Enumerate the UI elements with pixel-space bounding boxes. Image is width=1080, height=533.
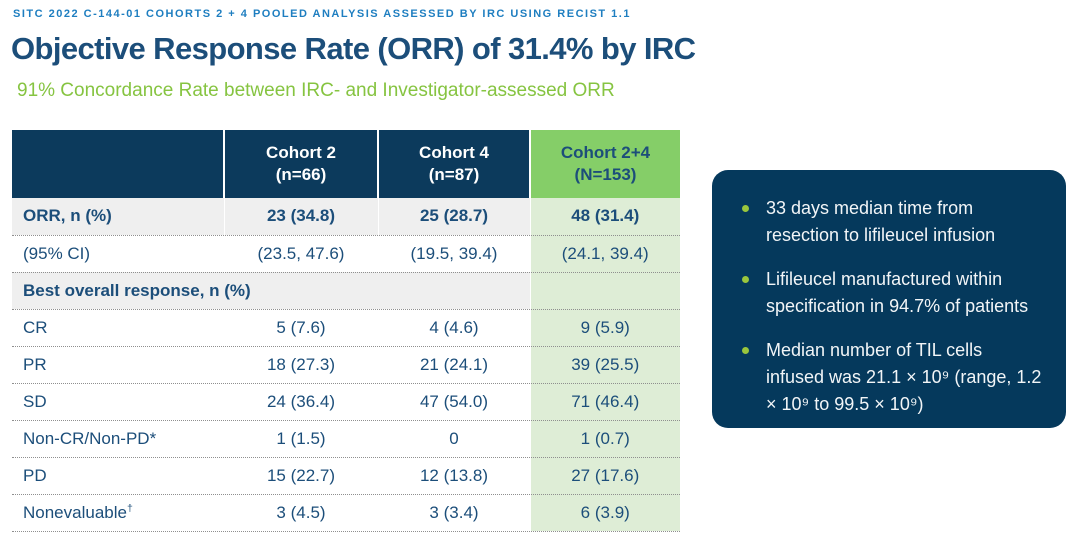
column-header-2: Cohort 4 (n=87) — [377, 130, 530, 198]
page-title: Objective Response Rate (ORR) of 31.4% b… — [11, 31, 696, 66]
value-cell: 5 (7.6) — [223, 309, 378, 347]
value-cell: 0 — [377, 420, 530, 458]
table-row: ORR, n (%) 23 (34.8) 25 (28.7) 48 (31.4) — [12, 198, 680, 236]
table-row: PD 15 (22.7) 12 (13.8) 27 (17.6) — [12, 457, 680, 495]
value-cell-pooled: 48 (31.4) — [529, 198, 680, 236]
column-header-1: Cohort 2 (n=66) — [223, 130, 378, 198]
value-cell: 24 (36.4) — [223, 383, 378, 421]
value-cell: 25 (28.7) — [377, 198, 530, 236]
value-cell: 23 (34.8) — [223, 198, 378, 236]
table-row: SD 24 (36.4) 47 (54.0) 71 (46.4) — [12, 383, 680, 421]
callout-bullet: Median number of TIL cells infused was 2… — [740, 337, 1042, 418]
callout-bullet-text: Lifileucel manufactured within specifica… — [766, 269, 1029, 316]
row-label-cell: SD — [12, 383, 224, 421]
table-row: (95% CI) (23.5, 47.6) (19.5, 39.4) (24.1, 3… — [12, 235, 680, 273]
value-cell: 18 (27.3) — [223, 346, 378, 384]
column-header-3: Cohort 2+4 (N=153) — [529, 130, 680, 198]
callout-bullet-list: 33 days median time from resection to li… — [740, 195, 1042, 418]
value-cell-pooled: (24.1, 39.4) — [529, 235, 680, 273]
bullet-dot-icon — [742, 276, 749, 283]
row-label-cell: PD — [12, 457, 224, 495]
row-label-cell: ORR, n (%) — [12, 198, 224, 236]
value-cell-pooled — [529, 272, 680, 310]
bullet-dot-icon — [742, 205, 749, 212]
column-header-line2: (n=87) — [428, 165, 480, 184]
row-label-cell: Best overall response, n (%) — [12, 272, 530, 310]
row-label-cell: (95% CI) — [12, 235, 224, 273]
row-label-cell: CR — [12, 309, 224, 347]
callout-panel: 33 days median time from resection to li… — [712, 170, 1066, 428]
row-label-cell: Nonevaluable† — [12, 494, 224, 532]
value-cell-pooled: 1 (0.7) — [529, 420, 680, 458]
orr-results-table: Cohort 2 (n=66) Cohort 4 (n=87) Cohort 2+4 (N… — [12, 130, 680, 532]
column-header-line2: (N=153) — [574, 165, 637, 184]
value-cell-pooled: 9 (5.9) — [529, 309, 680, 347]
callout-bullet-text: Median number of TIL cells infused was 2… — [766, 340, 1042, 414]
value-cell-pooled: 39 (25.5) — [529, 346, 680, 384]
value-cell: 1 (1.5) — [223, 420, 378, 458]
value-cell-pooled: 71 (46.4) — [529, 383, 680, 421]
table-row: Best overall response, n (%) — [12, 272, 680, 310]
bullet-dot-icon — [742, 347, 749, 354]
value-cell: (19.5, 39.4) — [377, 235, 530, 273]
table-row: Nonevaluable† 3 (4.5) 3 (3.4) 6 (3.9) — [12, 494, 680, 532]
column-header-line2: (n=66) — [275, 165, 327, 184]
value-cell-pooled: 27 (17.6) — [529, 457, 680, 495]
column-header-line1: Cohort 2+4 — [560, 142, 651, 162]
value-cell: 12 (13.8) — [377, 457, 530, 495]
row-label-cell: Non-CR/Non-PD* — [12, 420, 224, 458]
value-cell: 47 (54.0) — [377, 383, 530, 421]
column-header-line1: Cohort 2 — [266, 142, 336, 162]
value-cell: 3 (4.5) — [223, 494, 378, 532]
table-row: CR 5 (7.6) 4 (4.6) 9 (5.9) — [12, 309, 680, 347]
corner-cell — [12, 130, 224, 198]
eyebrow-kicker: SITC 2022 C-144-01 COHORTS 2 + 4 POOLED … — [13, 8, 631, 20]
table-header-row: Cohort 2 (n=66) Cohort 4 (n=87) Cohort 2+4 (N… — [12, 130, 680, 198]
value-cell: 15 (22.7) — [223, 457, 378, 495]
table-row: Non-CR/Non-PD* 1 (1.5) 0 1 (0.7) — [12, 420, 680, 458]
column-header-line1: Cohort 4 — [419, 142, 489, 162]
subtitle: 91% Concordance Rate between IRC- and In… — [17, 80, 615, 101]
value-cell: 3 (3.4) — [377, 494, 530, 532]
callout-bullet: 33 days median time from resection to li… — [740, 195, 1042, 249]
table-row: PR 18 (27.3) 21 (24.1) 39 (25.5) — [12, 346, 680, 384]
value-cell: (23.5, 47.6) — [223, 235, 378, 273]
value-cell: 21 (24.1) — [377, 346, 530, 384]
callout-bullet-text: 33 days median time from resection to li… — [766, 198, 996, 245]
value-cell-pooled: 6 (3.9) — [529, 494, 680, 532]
callout-bullet: Lifileucel manufactured within specifica… — [740, 266, 1042, 320]
row-label-cell: PR — [12, 346, 224, 384]
row-label-footnote-marker: † — [126, 501, 133, 514]
value-cell: 4 (4.6) — [377, 309, 530, 347]
